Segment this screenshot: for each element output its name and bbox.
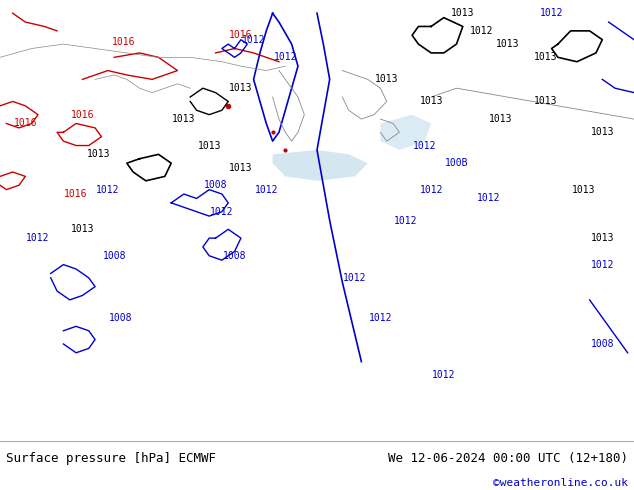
Text: 1013: 1013 — [375, 74, 399, 84]
Text: 1013: 1013 — [172, 114, 196, 124]
Text: 1013: 1013 — [533, 97, 557, 106]
Text: 1012: 1012 — [476, 194, 500, 203]
Polygon shape — [380, 115, 431, 150]
Text: 1016: 1016 — [229, 30, 253, 40]
Text: 1013: 1013 — [70, 224, 94, 234]
Text: 1013: 1013 — [229, 163, 253, 172]
Text: 1008: 1008 — [108, 313, 133, 322]
Text: 1013: 1013 — [86, 149, 110, 159]
Text: 1012: 1012 — [590, 260, 614, 270]
Text: 1016: 1016 — [70, 110, 94, 120]
Text: 1013: 1013 — [495, 39, 519, 49]
Text: 1013: 1013 — [229, 83, 253, 93]
Text: 1012: 1012 — [419, 185, 443, 195]
Text: 1012: 1012 — [96, 185, 120, 195]
Text: 1013: 1013 — [590, 127, 614, 137]
Text: 1016: 1016 — [112, 37, 136, 47]
Text: Surface pressure [hPa] ECMWF: Surface pressure [hPa] ECMWF — [6, 452, 216, 465]
Text: 1012: 1012 — [242, 35, 266, 45]
Text: 1008: 1008 — [223, 251, 247, 261]
Text: 1012: 1012 — [26, 233, 50, 243]
Text: We 12-06-2024 00:00 UTC (12+180): We 12-06-2024 00:00 UTC (12+180) — [387, 452, 628, 465]
Text: 1013: 1013 — [571, 185, 595, 195]
Text: 1013: 1013 — [197, 141, 221, 150]
Text: 1013: 1013 — [489, 114, 513, 124]
Text: 1012: 1012 — [413, 141, 437, 150]
Text: 1012: 1012 — [432, 370, 456, 380]
Text: 1013: 1013 — [419, 97, 443, 106]
Text: 1012: 1012 — [273, 52, 297, 62]
Text: 1012: 1012 — [540, 8, 564, 18]
Text: 1012: 1012 — [254, 185, 278, 195]
Text: 1013: 1013 — [590, 233, 614, 243]
Text: 1012: 1012 — [470, 26, 494, 36]
Text: 1016: 1016 — [64, 189, 88, 199]
Text: 1013: 1013 — [533, 52, 557, 62]
Text: 1008: 1008 — [102, 251, 126, 261]
Text: 1008: 1008 — [204, 180, 228, 190]
Text: 100B: 100B — [444, 158, 469, 168]
Text: 1008: 1008 — [590, 339, 614, 349]
Text: ©weatheronline.co.uk: ©weatheronline.co.uk — [493, 478, 628, 488]
Polygon shape — [273, 150, 368, 181]
Text: 1016: 1016 — [13, 119, 37, 128]
Text: 1012: 1012 — [343, 273, 367, 283]
Text: 1012: 1012 — [394, 216, 418, 225]
Text: 1012: 1012 — [368, 313, 392, 322]
Text: 1013: 1013 — [451, 8, 475, 18]
Text: 1012: 1012 — [210, 207, 234, 217]
